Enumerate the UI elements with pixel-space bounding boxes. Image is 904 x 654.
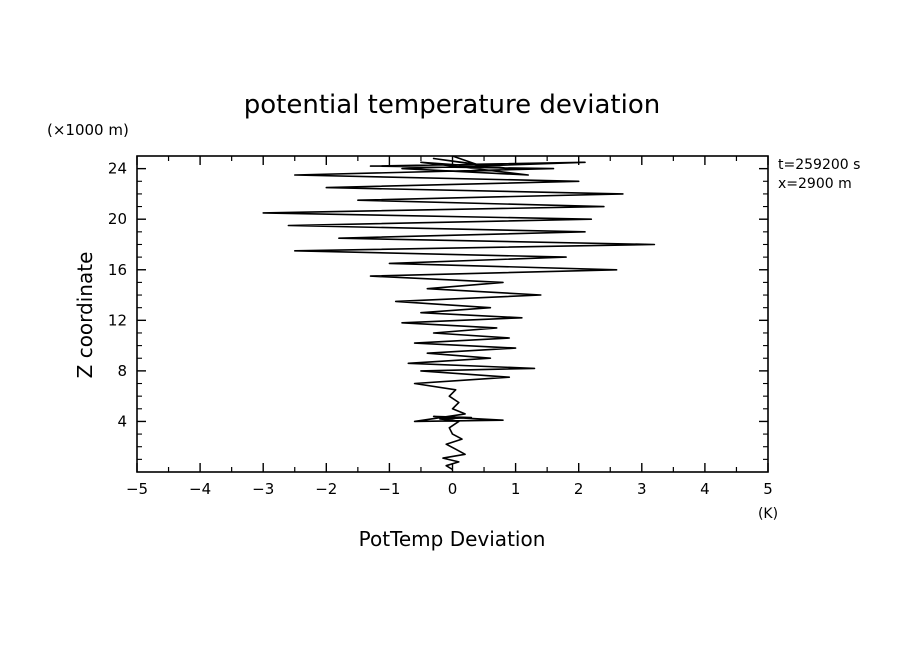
x-tick-label: 3 xyxy=(637,480,647,498)
x-tick-label: −2 xyxy=(315,480,337,498)
x-tick-label: 5 xyxy=(763,480,773,498)
y-axis-label: Z coordinate xyxy=(73,252,97,379)
x-tick-label: −5 xyxy=(126,480,148,498)
series-line-0 xyxy=(262,155,656,471)
y-tick-label: 12 xyxy=(108,311,127,329)
x-tick-label: 1 xyxy=(511,480,521,498)
x-axis-label: PotTemp Deviation xyxy=(359,527,546,551)
x-tick-label: 2 xyxy=(574,480,584,498)
x-tick-label: −1 xyxy=(378,480,400,498)
y-tick-label: 16 xyxy=(108,261,127,279)
annotation-time: t=259200 s xyxy=(778,157,860,173)
x-tick-label: 0 xyxy=(448,480,458,498)
x-axis-ticks: −5 −4 −3 −2 −1 0 1 2 3 4 5 xyxy=(126,156,773,498)
x-unit-label: (K) xyxy=(758,506,778,522)
y-tick-label: 24 xyxy=(108,160,127,178)
series-group xyxy=(262,155,656,471)
x-tick-label: −3 xyxy=(252,480,274,498)
y-axis-ticks: 4 8 12 16 20 24 xyxy=(108,160,768,460)
y-tick-label: 8 xyxy=(117,362,127,380)
chart-title: potential temperature deviation xyxy=(244,90,660,120)
annotation-position: x=2900 m xyxy=(778,176,852,192)
y-tick-label: 20 xyxy=(108,210,127,228)
x-tick-label: −4 xyxy=(189,480,211,498)
y-tick-label: 4 xyxy=(117,412,127,430)
x-tick-label: 4 xyxy=(700,480,710,498)
y-unit-label: (×1000 m) xyxy=(47,121,129,139)
